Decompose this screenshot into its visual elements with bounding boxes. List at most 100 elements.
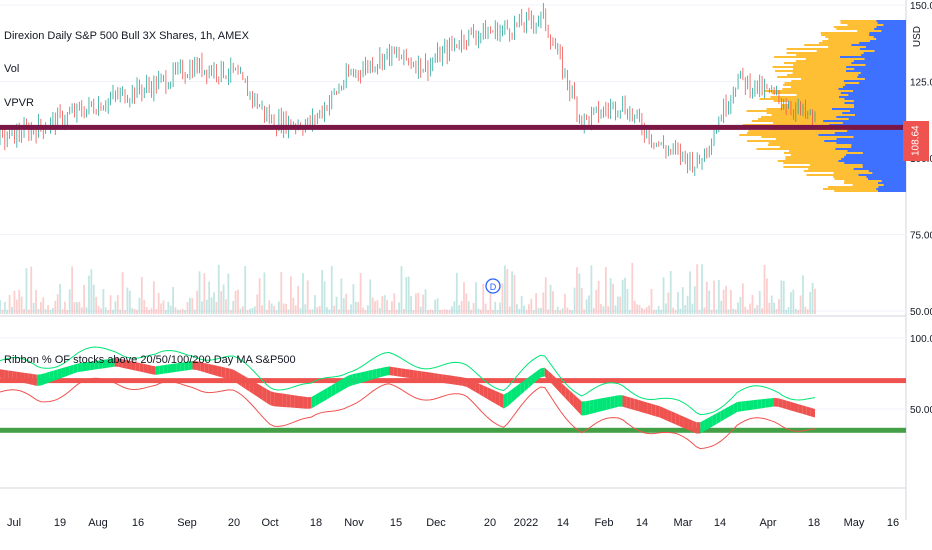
volume-bar [782, 280, 785, 314]
volume-bar [809, 291, 812, 314]
vp-row-up [790, 154, 846, 156]
vp-row-up [825, 36, 874, 38]
volume-bar [751, 294, 754, 314]
ribbon-segment [12, 371, 17, 382]
vp-row-up [801, 78, 865, 80]
ribbon-segment [315, 392, 320, 407]
ribbon-segment [425, 371, 431, 382]
price-tick-label: 75.00 [910, 231, 932, 242]
ribbon-segment [368, 369, 373, 381]
volume-indicator-label[interactable]: Vol [4, 63, 20, 75]
ribbon-segment [40, 373, 46, 386]
ribbon-segment [405, 368, 410, 379]
vp-row-up [796, 54, 862, 56]
ribbon-segment [642, 401, 648, 414]
vp-row-down [863, 52, 906, 54]
ribbon-segment [675, 413, 680, 427]
vp-row-up [840, 20, 877, 22]
volume-bar [253, 306, 256, 314]
volume-bar [244, 266, 247, 314]
vp-row-up [774, 56, 840, 58]
vp-row-down [868, 178, 906, 180]
volume-bar [576, 267, 578, 314]
ribbon-segment [77, 362, 82, 373]
volume-bar [703, 307, 706, 314]
volume-bar [354, 301, 357, 314]
ribbon-segment [262, 386, 267, 403]
volume-bar [648, 305, 651, 314]
vp-row-down [836, 138, 906, 140]
ribbon-segment [294, 395, 299, 409]
volume-bar [116, 295, 119, 314]
ribbon-segment [442, 374, 447, 384]
volume-bar [655, 309, 658, 314]
ribbon-segment [102, 359, 107, 369]
ribbon-segment [716, 410, 721, 424]
ribbon-segment [700, 419, 705, 434]
ribbon-segment [434, 373, 439, 383]
volume-bar [85, 307, 88, 314]
vp-row-up [775, 138, 837, 140]
ribbon-segment [237, 371, 242, 387]
vp-row-down [872, 172, 906, 174]
volume-bar [532, 309, 535, 314]
volume-bar [439, 309, 441, 314]
ribbon-segment [769, 397, 775, 408]
volume-bar [794, 308, 797, 314]
vp-row-down [883, 24, 906, 26]
vpvr-indicator-label[interactable]: VPVR [4, 97, 34, 109]
vp-row-up [766, 108, 832, 110]
vp-row-up [764, 90, 854, 92]
volume-bar [138, 297, 141, 314]
ribbon-segment [28, 373, 33, 385]
vp-row-up [783, 152, 863, 154]
ribbon-segment [749, 400, 754, 411]
volume-bar [68, 289, 71, 314]
volume-bar [198, 271, 201, 314]
volume-bar [51, 307, 54, 314]
vp-row-up [785, 158, 842, 160]
ribbon-segment [147, 364, 152, 375]
vp-row-up [771, 114, 855, 116]
ribbon-segment [204, 363, 209, 374]
ribbon-fast-line [0, 346, 816, 416]
vp-row-down [859, 82, 906, 84]
vp-row-down [847, 150, 906, 152]
volume-bar [357, 302, 360, 314]
ribbon-segment [659, 406, 664, 420]
volume-bar [792, 289, 795, 314]
volume-bar [650, 288, 653, 314]
volume-bar [797, 309, 800, 314]
vp-row-up [844, 180, 882, 182]
volume-bar [566, 307, 569, 314]
volume-bar [371, 297, 374, 314]
volume-bar [660, 309, 663, 314]
volume-bar [323, 281, 326, 314]
volume-bar [638, 304, 641, 314]
ribbon-segment [724, 406, 729, 420]
ribbon-segment [446, 374, 451, 385]
time-axis-tick-label: 16 [887, 517, 899, 529]
ribbon-segment [663, 407, 668, 421]
ribbon-segment [454, 376, 459, 386]
vp-row-up [781, 106, 855, 108]
ribbon-segment [155, 365, 160, 375]
volume-bar [213, 292, 215, 314]
vp-row-up [785, 156, 845, 158]
time-axis-tick-label: Feb [595, 517, 614, 529]
ribbon-segment [753, 399, 758, 410]
ribbon-segment [258, 383, 263, 400]
vp-row-up [787, 74, 859, 76]
volume-bar [39, 301, 42, 314]
vp-row-down [851, 62, 906, 64]
volume-bar [631, 262, 634, 314]
volume-bar [804, 306, 807, 314]
vp-row-up [840, 22, 878, 24]
volume-bar [210, 297, 213, 314]
ribbon-segment [69, 364, 74, 376]
vp-row-down [836, 142, 906, 144]
volume-bar [756, 305, 759, 314]
volume-bar [537, 307, 540, 314]
vp-row-down [845, 70, 906, 72]
